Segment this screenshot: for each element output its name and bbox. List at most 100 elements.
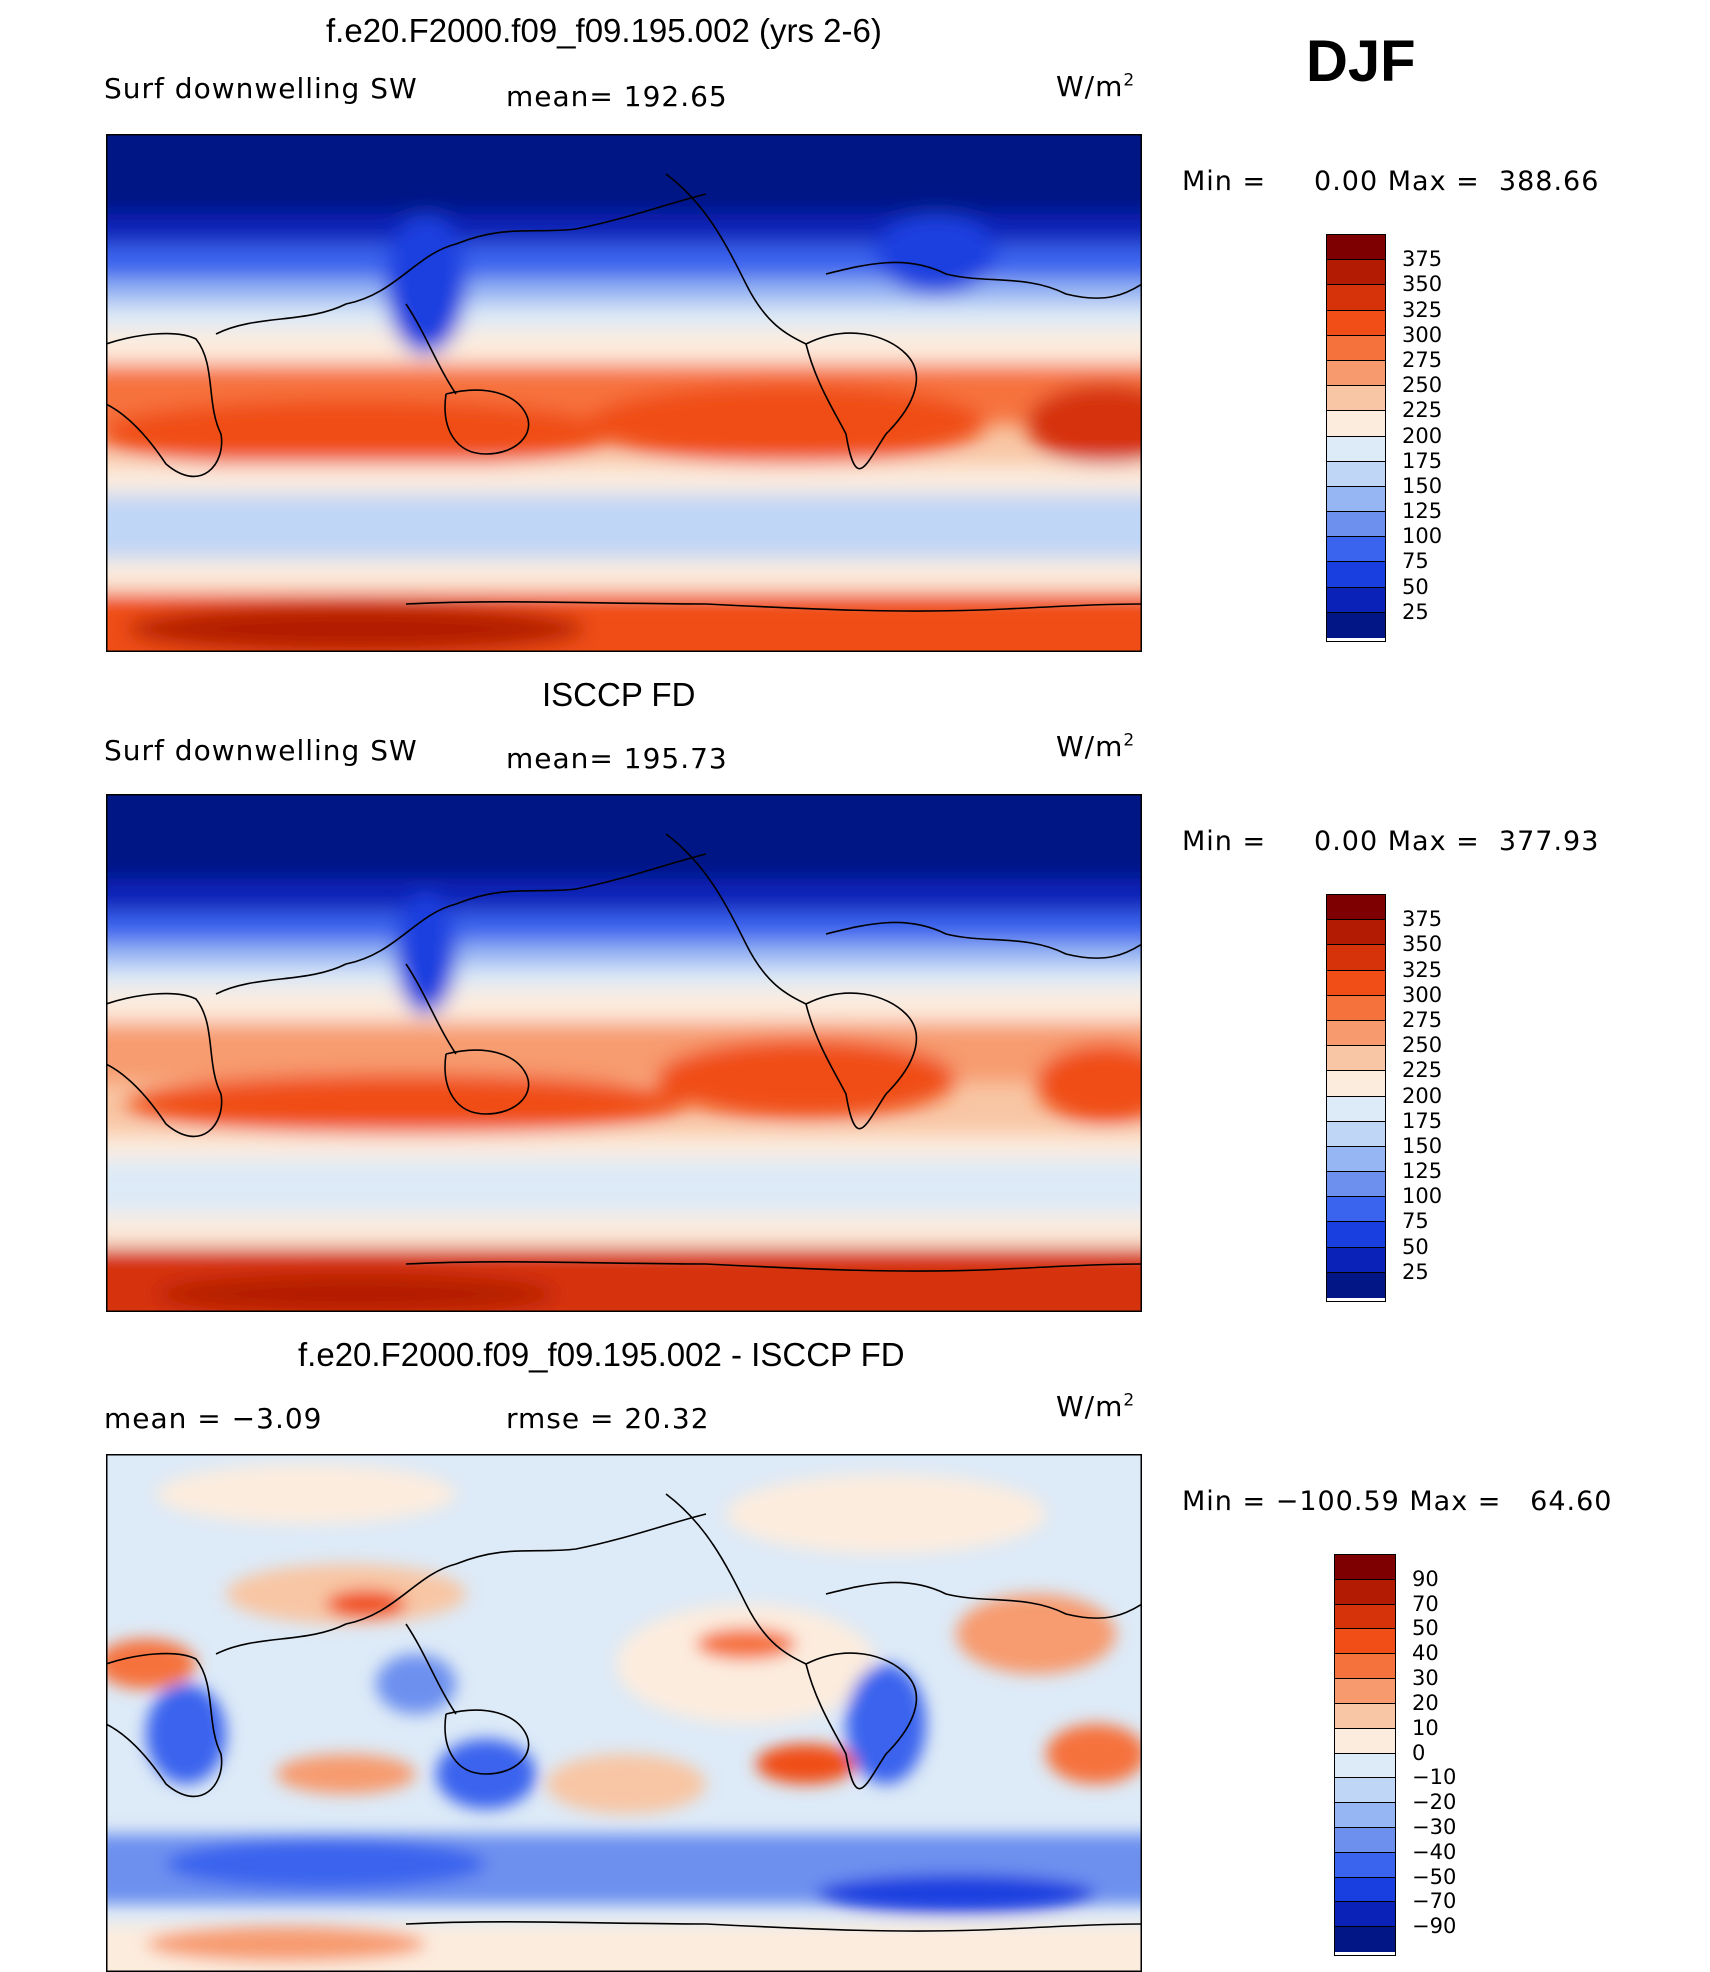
- panel-1-colorbar-tick-label: 175: [1402, 448, 1443, 473]
- panel-2-colorbar-swatch: [1327, 1272, 1385, 1298]
- panel-3-colorbar-swatch: [1335, 1927, 1395, 1952]
- panel-1-colorbar-swatch: [1327, 486, 1385, 513]
- panel-3-colorbar-swatch: [1335, 1778, 1395, 1804]
- panel-1-colorbar-tick-label: 325: [1402, 297, 1443, 322]
- panel-2-colorbar: [1326, 894, 1386, 1302]
- panel-1-colorbar-swatch: [1327, 386, 1385, 412]
- panel-1-colorbar-swatch: [1327, 335, 1385, 361]
- panel-2-colorbar-swatch: [1327, 945, 1385, 971]
- panel-2-colorbar-swatch: [1327, 1146, 1385, 1173]
- panel-3-colorbar-swatch: [1335, 1604, 1395, 1630]
- panel-1-units-label: W/m2: [1056, 70, 1136, 103]
- panel-3-colorbar-swatch: [1335, 1629, 1395, 1655]
- panel-1-colorbar-tick-label: 275: [1402, 347, 1443, 372]
- panel-3-minmax: Min = −100.59 Max = 64.60: [1182, 1486, 1613, 1517]
- panel-1-colorbar-tick-label: 100: [1402, 524, 1443, 549]
- panel-2-colorbar-swatch: [1327, 1247, 1385, 1273]
- panel-2-colorbar-swatch: [1327, 1046, 1385, 1072]
- panel-3-colorbar-swatch: [1335, 1753, 1395, 1779]
- panel-2-mean-label: mean= 195.73: [506, 742, 728, 775]
- panel-1-colorbar-tick-label: 150: [1402, 473, 1443, 498]
- panel-2-colorbar-tick-label: 125: [1402, 1159, 1443, 1184]
- panel-3-colorbar-swatch: [1335, 1703, 1395, 1729]
- panel-1-title: f.e20.F2000.f09_f09.195.002 (yrs 2-6): [326, 12, 882, 49]
- panel-3-colorbar-swatch: [1335, 1679, 1395, 1704]
- panel-2-colorbar-tick-label: 275: [1402, 1007, 1443, 1032]
- panel-1-colorbar-tick-label: 50: [1402, 574, 1429, 599]
- panel-3-colorbar-swatch: [1335, 1902, 1395, 1928]
- panel-3-colorbar-swatch: [1335, 1579, 1395, 1605]
- panel-2-colorbar-tick-label: 300: [1402, 982, 1443, 1007]
- panel-3-colorbar-tick-label: −10: [1412, 1765, 1457, 1790]
- panel-1-colorbar-swatch: [1327, 235, 1385, 261]
- panel-3-colorbar-swatch: [1335, 1877, 1395, 1903]
- panel-2-colorbar-tick-label: 150: [1402, 1133, 1443, 1158]
- panel-3-map: [106, 1454, 1142, 1972]
- season-label: DJF: [1306, 29, 1416, 94]
- panel-2-colorbar-swatch: [1327, 995, 1385, 1021]
- panel-1-colorbar-swatch: [1327, 285, 1385, 311]
- panel-3-colorbar-tick-label: 0: [1412, 1740, 1426, 1765]
- panel-1-colorbar-tick-label: 125: [1402, 499, 1443, 524]
- panel-3-map-svg: [106, 1454, 1142, 1972]
- panel-3-title: f.e20.F2000.f09_f09.195.002 - ISCCP FD: [298, 1336, 905, 1373]
- panel-2-colorbar-tick-label: 375: [1402, 907, 1443, 932]
- panel-3-colorbar-swatch: [1335, 1555, 1395, 1580]
- panel-2-title: ISCCP FD: [542, 676, 696, 713]
- panel-3-colorbar-tick-label: −90: [1412, 1914, 1457, 1939]
- panel-2-colorbar-tick-label: 225: [1402, 1058, 1443, 1083]
- panel-1-colorbar-tick-label: 375: [1402, 247, 1443, 272]
- panel-3-units-label: W/m2: [1056, 1390, 1136, 1423]
- panel-2-colorbar-swatch: [1327, 1020, 1385, 1047]
- panel-2-colorbar-swatch: [1327, 1172, 1385, 1198]
- panel-3-colorbar-swatch: [1335, 1803, 1395, 1828]
- panel-3-colorbar: [1334, 1554, 1396, 1956]
- panel-3-colorbar-tick-label: −70: [1412, 1889, 1457, 1914]
- panel-3-colorbar-tick-label: 30: [1412, 1666, 1439, 1691]
- panel-1-colorbar-tick-label: 225: [1402, 398, 1443, 423]
- panel-2-minmax: Min = 0.00 Max = 377.93: [1182, 826, 1600, 857]
- panel-1-colorbar-swatch: [1327, 562, 1385, 588]
- panel-1-colorbar-tick-label: 200: [1402, 423, 1443, 448]
- panel-1-colorbar-tick-label: 350: [1402, 272, 1443, 297]
- panel-1-colorbar-swatch: [1327, 537, 1385, 563]
- panel-1-colorbar-swatch: [1327, 587, 1385, 613]
- panel-3-colorbar-swatch: [1335, 1827, 1395, 1853]
- panel-1-colorbar-swatch: [1327, 612, 1385, 638]
- panel-3-colorbar-tick-label: −50: [1412, 1864, 1457, 1889]
- panel-1-colorbar-tick-label: 300: [1402, 322, 1443, 347]
- panel-3-colorbar-tick-label: −20: [1412, 1790, 1457, 1815]
- panel-2-map-svg: [106, 794, 1142, 1312]
- panel-1-colorbar-tick-label: 75: [1402, 549, 1429, 574]
- panel-3-colorbar-tick-label: 90: [1412, 1566, 1439, 1591]
- panel-2-colorbar-swatch: [1327, 895, 1385, 921]
- panel-2-colorbar-swatch: [1327, 1071, 1385, 1097]
- panel-2-variable-label: Surf downwelling SW: [104, 734, 418, 767]
- panel-2-colorbar-tick-label: 75: [1402, 1209, 1429, 1234]
- panel-2-colorbar-tick-label: 100: [1402, 1184, 1443, 1209]
- panel-1-colorbar-swatch: [1327, 411, 1385, 437]
- panel-2-colorbar-swatch: [1327, 970, 1385, 996]
- panel-2-colorbar-tick-label: 250: [1402, 1033, 1443, 1058]
- panel-3-colorbar-tick-label: 40: [1412, 1641, 1439, 1666]
- panel-2-colorbar-tick-label: 50: [1402, 1234, 1429, 1259]
- panel-1-colorbar-swatch: [1327, 461, 1385, 487]
- panel-1-variable-label: Surf downwelling SW: [104, 72, 418, 105]
- panel-2-colorbar-tick-label: 350: [1402, 932, 1443, 957]
- panel-2-colorbar-tick-label: 325: [1402, 957, 1443, 982]
- panel-2-colorbar-swatch: [1327, 920, 1385, 946]
- panel-1-colorbar-swatch: [1327, 360, 1385, 387]
- panel-3-colorbar-swatch: [1335, 1852, 1395, 1878]
- panel-1-map-svg: [106, 134, 1142, 652]
- panel-1-colorbar-swatch: [1327, 436, 1385, 462]
- panel-2-colorbar-tick-label: 175: [1402, 1108, 1443, 1133]
- panel-1-minmax: Min = 0.00 Max = 388.66: [1182, 166, 1600, 197]
- panel-3-colorbar-tick-label: −30: [1412, 1814, 1457, 1839]
- panel-3-colorbar-tick-label: 50: [1412, 1616, 1439, 1641]
- panel-2-colorbar-tick-label: 25: [1402, 1259, 1429, 1284]
- panel-3-colorbar-tick-label: 70: [1412, 1591, 1439, 1616]
- panel-3-mean-label: mean = −3.09: [104, 1402, 323, 1435]
- panel-1-map: [106, 134, 1142, 652]
- panel-1-colorbar-swatch: [1327, 310, 1385, 336]
- panel-2-units-label: W/m2: [1056, 730, 1136, 763]
